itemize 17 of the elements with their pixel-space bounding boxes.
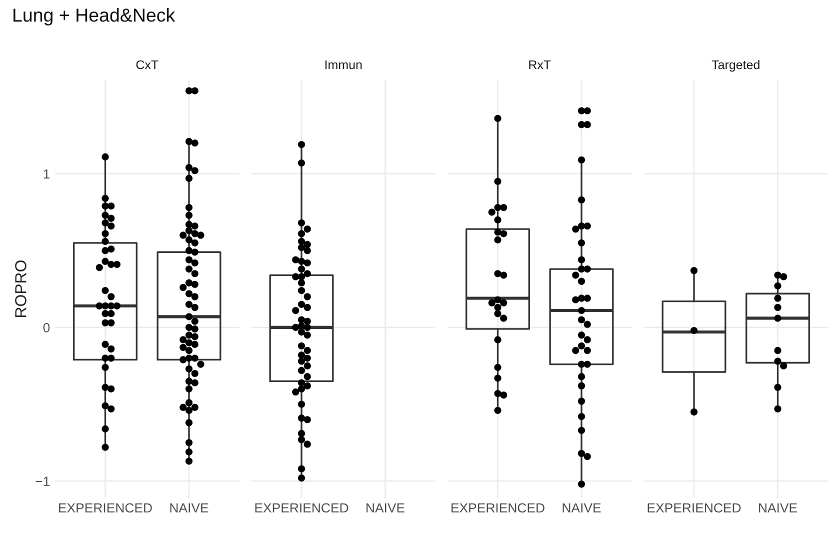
- chart-subtitle: CxT: [136, 60, 158, 70]
- x-tick-label: NAIVE: [366, 503, 404, 512]
- y-tick-label: −1: [36, 476, 50, 486]
- chart-subtitle: RxT: [529, 60, 551, 70]
- x-tick-label: NAIVE: [562, 503, 601, 512]
- x-tick-label: NAIVE: [170, 503, 208, 512]
- x-tick-label: EXPERIENCED: [452, 503, 544, 513]
- chart-title: Lung + Head&Neck: [14, 8, 176, 26]
- y-tick-label: 1: [44, 169, 50, 179]
- x-tick-label: NAIVE: [759, 503, 797, 512]
- y-tick-label: 0: [43, 322, 50, 332]
- chart-subtitle: Targeted: [712, 60, 760, 72]
- y-axis-title: ROPRO: [15, 260, 26, 317]
- chart-subtitle: Immun: [325, 60, 362, 70]
- x-tick-label: EXPERIENCED: [59, 503, 152, 513]
- x-tick-label: EXPERIENCED: [255, 503, 348, 513]
- x-tick-label: EXPERIENCED: [648, 503, 741, 513]
